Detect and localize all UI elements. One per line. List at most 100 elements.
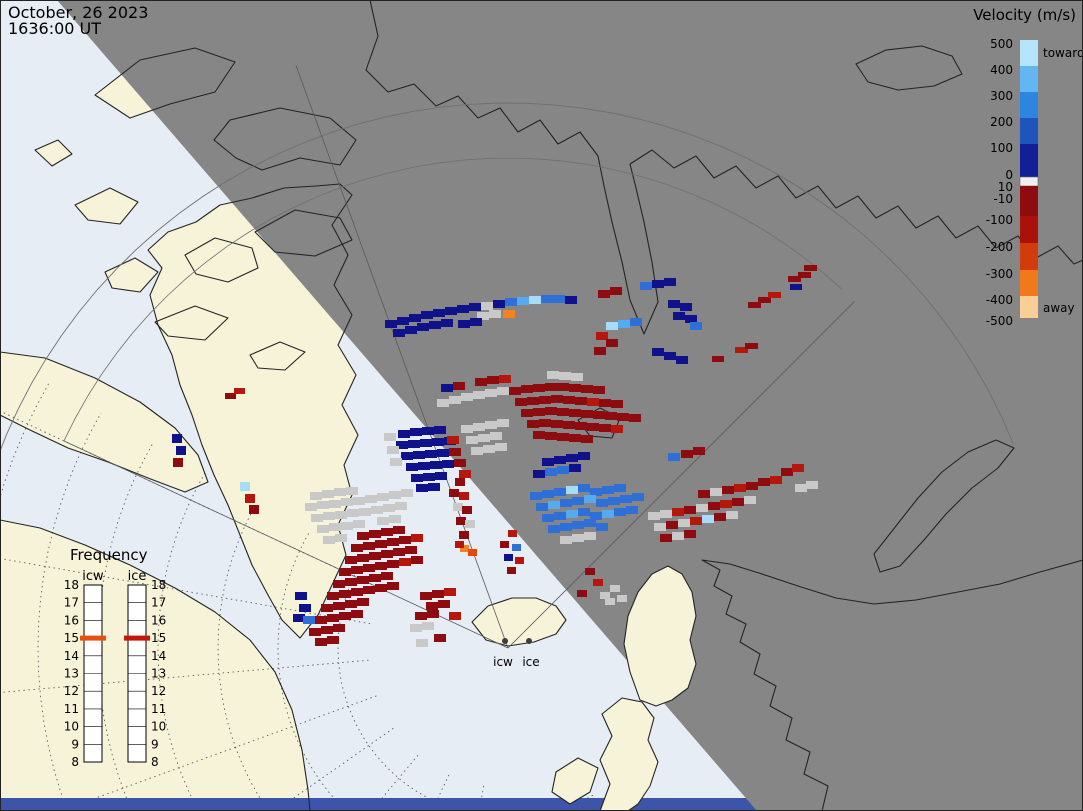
radar-cell	[465, 520, 475, 528]
radar-cell	[449, 396, 461, 404]
radar-cell	[599, 424, 611, 432]
radar-cell	[327, 614, 339, 622]
radar-cell	[795, 484, 807, 492]
radar-cell	[387, 538, 399, 546]
radar-cell	[334, 488, 346, 496]
radar-cell	[249, 505, 259, 514]
radar-cell	[442, 460, 454, 468]
radar-cell	[572, 521, 584, 529]
radar-cell	[449, 489, 459, 497]
radar-cell	[393, 548, 405, 556]
radar-cell	[225, 393, 236, 399]
radar-cell	[792, 464, 804, 472]
radar-cell	[584, 495, 596, 503]
radar-cell	[584, 519, 596, 527]
radar-cell	[449, 612, 461, 620]
radar-cell	[423, 473, 435, 481]
radar-cell	[385, 320, 397, 328]
freq-scale-label-left: 10	[64, 720, 79, 734]
radar-cell	[173, 458, 183, 467]
radar-cell	[433, 309, 445, 317]
radar-cell	[708, 502, 720, 510]
radar-cell	[806, 481, 818, 489]
radar-cell	[533, 431, 545, 439]
radar-cell	[401, 452, 413, 460]
radar-cell	[234, 388, 245, 394]
radar-cell	[351, 588, 363, 596]
velocity-colorbar-segment	[1020, 270, 1038, 296]
radar-cell	[560, 536, 572, 544]
radar-cell	[432, 438, 444, 446]
radar-cell	[417, 323, 429, 331]
radar-cell	[353, 497, 365, 505]
radar-cell	[327, 636, 339, 644]
radar-cell	[487, 376, 499, 384]
radar-cell	[614, 484, 626, 492]
radar-cell	[681, 450, 693, 458]
radar-cell	[504, 554, 513, 561]
radar-cell	[551, 395, 563, 403]
radar-cell	[461, 393, 473, 401]
velocity-tick-label: 200	[990, 115, 1013, 129]
radar-cell	[339, 590, 351, 598]
radar-cell	[427, 610, 439, 618]
radar-cell	[381, 528, 393, 536]
radar-cell	[399, 558, 411, 566]
radar-cell	[557, 408, 569, 416]
radar-cell	[587, 423, 599, 431]
radar-cell	[696, 504, 708, 512]
velocity-colorbar-ticks: 500 400 300 200 100 010-10 -100 -200 -300 -400 -50…	[986, 37, 1013, 328]
radar-dot-icw	[502, 638, 508, 644]
radar-cell	[566, 510, 578, 518]
velocity-colorbar	[1019, 40, 1039, 318]
radar-cell	[459, 531, 469, 539]
radar-cell	[545, 468, 557, 476]
radar-cell	[473, 391, 485, 399]
freq-scale-label-left: 11	[64, 702, 79, 716]
radar-cell	[293, 614, 305, 622]
radar-cell	[722, 486, 734, 494]
radar-cell	[434, 634, 446, 642]
radar-cell	[598, 290, 610, 298]
radar-cell	[341, 522, 353, 530]
radar-cell	[626, 506, 638, 514]
freq-scale-label-right: 17	[151, 596, 166, 610]
freq-scale-label-left: 8	[71, 755, 79, 769]
radar-cell	[565, 296, 577, 304]
radar-cell	[572, 497, 584, 505]
radar-cell	[315, 616, 327, 624]
radar-cell	[485, 389, 497, 397]
freq-col-label-icw: icw	[82, 569, 104, 584]
radar-cell	[399, 536, 411, 544]
radar-cell	[454, 459, 466, 467]
velocity-tick-label: -10	[993, 192, 1013, 206]
radar-cell	[732, 498, 744, 506]
radar-cell	[606, 339, 618, 347]
radar-cell	[416, 639, 428, 647]
radar-cell	[401, 489, 413, 497]
radar-cell	[347, 509, 359, 517]
radar-cell	[758, 478, 770, 486]
freq-scale-label-left: 14	[64, 649, 79, 663]
radar-cell	[566, 486, 578, 494]
radar-cell	[781, 468, 793, 476]
date-text: October, 26 2023	[8, 3, 148, 22]
time-text: 1636:00 UT	[8, 19, 101, 38]
radar-cell	[605, 598, 615, 605]
radar-cell	[527, 420, 539, 428]
freq-scale-label-right: 14	[151, 649, 166, 663]
radar-cell	[521, 409, 533, 417]
radar-cell	[375, 540, 387, 548]
radar-cell	[640, 282, 652, 290]
radar-cell	[421, 311, 433, 319]
radar-cell	[329, 523, 341, 531]
radar-cell	[460, 545, 469, 552]
radar-cell	[489, 310, 501, 318]
radar-cell	[369, 574, 381, 582]
radar-cell	[581, 385, 593, 393]
radar-cell	[459, 492, 469, 500]
radar-cell	[397, 317, 409, 325]
radar-cell	[503, 310, 515, 318]
radar-cell	[477, 312, 489, 320]
radar-cell	[363, 564, 375, 572]
